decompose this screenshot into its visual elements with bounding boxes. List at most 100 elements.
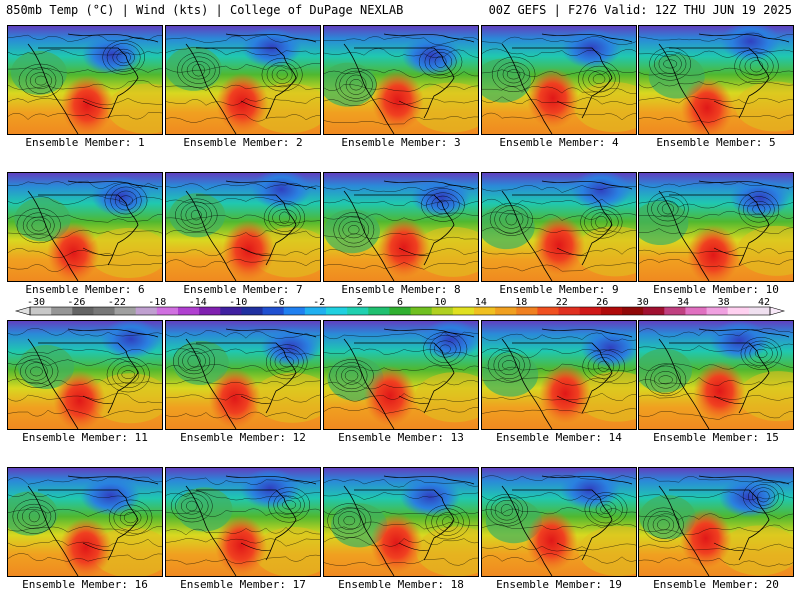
ensemble-map (7, 320, 163, 430)
ensemble-member-caption: Ensemble Member: 7 (183, 283, 303, 296)
ensemble-member-caption: Ensemble Member: 9 (499, 283, 619, 296)
ensemble-member-caption: Ensemble Member: 2 (183, 136, 303, 149)
colorbar-swatch (304, 307, 327, 315)
ensemble-member-caption: Ensemble Member: 12 (180, 431, 306, 444)
ensemble-member-caption: Ensemble Member: 13 (338, 431, 464, 444)
ensemble-panel: Ensemble Member: 5 (638, 25, 794, 159)
colorbar-swatch (410, 307, 433, 315)
ensemble-map (481, 467, 637, 577)
ensemble-member-caption: Ensemble Member: 16 (22, 578, 148, 591)
ensemble-member-caption: Ensemble Member: 17 (180, 578, 306, 591)
colorbar-swatch (706, 307, 729, 315)
colorbar-tick-label: -18 (148, 297, 166, 308)
ensemble-map (165, 172, 321, 282)
colorbar-tick-label: 14 (475, 297, 487, 308)
ensemble-map (638, 25, 794, 135)
ensemble-map (7, 467, 163, 577)
run-valid-time: 00Z GEFS | F276 Valid: 12Z THU JUN 19 20… (488, 3, 792, 17)
colorbar-swatch (664, 307, 686, 315)
colorbar-swatch (622, 307, 644, 315)
colorbar-swatch (600, 307, 623, 315)
ensemble-member-caption: Ensemble Member: 6 (25, 283, 145, 296)
ensemble-panel: Ensemble Member: 13 (323, 320, 479, 454)
colorbar-tick-label: -26 (67, 297, 85, 308)
ensemble-member-caption: Ensemble Member: 3 (341, 136, 461, 149)
colorbar-swatch (748, 307, 771, 315)
ensemble-map (323, 172, 479, 282)
colorbar-swatch (685, 307, 708, 315)
colorbar-swatch (241, 307, 264, 315)
colorbar-tick-label: 26 (596, 297, 608, 308)
ensemble-map (638, 172, 794, 282)
ensemble-map (638, 467, 794, 577)
colorbar-tick-label: 6 (397, 297, 403, 308)
colorbar-swatch (474, 307, 496, 315)
ensemble-member-caption: Ensemble Member: 20 (653, 578, 779, 591)
colorbar-tick-label: 30 (637, 297, 649, 308)
ensemble-member-caption: Ensemble Member: 15 (653, 431, 779, 444)
colorbar-swatch (727, 307, 750, 315)
colorbar-swatch (178, 307, 200, 315)
ensemble-member-caption: Ensemble Member: 18 (338, 578, 464, 591)
ensemble-member-caption: Ensemble Member: 4 (499, 136, 619, 149)
ensemble-panel: Ensemble Member: 20 (638, 467, 794, 601)
temperature-colorbar: -30 -26 -22 -18 -14 -10 -6 -2 2 6 10 14 18 22 26 30 34 38… (0, 297, 800, 321)
ensemble-member-caption: Ensemble Member: 5 (656, 136, 776, 149)
ensemble-map (7, 172, 163, 282)
colorbar-swatch (326, 307, 348, 315)
colorbar-tick-label: 38 (718, 297, 730, 308)
colorbar-tick-label: -14 (189, 297, 207, 308)
ensemble-map (165, 25, 321, 135)
colorbar-swatch (431, 307, 454, 315)
colorbar-swatch (452, 307, 475, 315)
colorbar-tick-label: 10 (434, 297, 446, 308)
colorbar-swatch (220, 307, 242, 315)
colorbar-tick-label: 2 (357, 297, 363, 308)
ensemble-panel: Ensemble Member: 3 (323, 25, 479, 159)
ensemble-member-caption: Ensemble Member: 14 (496, 431, 622, 444)
ensemble-member-caption: Ensemble Member: 8 (341, 283, 461, 296)
ensemble-panel: Ensemble Member: 14 (481, 320, 637, 454)
colorbar-swatch (93, 307, 116, 315)
ensemble-panel: Ensemble Member: 11 (7, 320, 163, 454)
ensemble-map (165, 467, 321, 577)
ensemble-map (165, 320, 321, 430)
colorbar-swatch (283, 307, 306, 315)
colorbar-swatch (389, 307, 412, 315)
colorbar-swatch (643, 307, 665, 315)
colorbar-tick-label: -2 (313, 297, 325, 308)
colorbar-swatch (135, 307, 158, 315)
ensemble-map (638, 320, 794, 430)
ensemble-member-caption: Ensemble Member: 10 (653, 283, 779, 296)
ensemble-panel: Ensemble Member: 9 (481, 172, 637, 306)
ensemble-panel: Ensemble Member: 16 (7, 467, 163, 601)
colorbar-swatch (537, 307, 560, 315)
colorbar-swatch (347, 307, 369, 315)
ensemble-panel: Ensemble Member: 19 (481, 467, 637, 601)
ensemble-panel: Ensemble Member: 17 (165, 467, 321, 601)
ensemble-map (481, 320, 637, 430)
ensemble-map (481, 172, 637, 282)
ensemble-map (323, 25, 479, 135)
ensemble-map (323, 467, 479, 577)
colorbar-swatch (30, 307, 52, 315)
colorbar-left-arrow (14, 306, 31, 316)
colorbar-swatch (495, 307, 517, 315)
colorbar-swatch (516, 307, 538, 315)
colorbar-graphic: -30 -26 -22 -18 -14 -10 -6 -2 2 6 10 14 18 22 26 30 34 38… (14, 297, 786, 316)
ensemble-map (7, 25, 163, 135)
ensemble-panel: Ensemble Member: 7 (165, 172, 321, 306)
colorbar-tick-label: -22 (108, 297, 126, 308)
ensemble-panel: Ensemble Member: 4 (481, 25, 637, 159)
colorbar-tick-label: 34 (677, 297, 689, 308)
ensemble-panel: Ensemble Member: 12 (165, 320, 321, 454)
ensemble-panel: Ensemble Member: 8 (323, 172, 479, 306)
ensemble-map (481, 25, 637, 135)
colorbar-swatch (51, 307, 73, 315)
colorbar-tick-label: 18 (515, 297, 527, 308)
colorbar-swatch (262, 307, 285, 315)
ensemble-member-caption: Ensemble Member: 1 (25, 136, 145, 149)
ensemble-member-caption: Ensemble Member: 19 (496, 578, 622, 591)
map-title: 850mb Temp (°C) | Wind (kts) | College o… (6, 3, 404, 17)
ensemble-panel: Ensemble Member: 10 (638, 172, 794, 306)
